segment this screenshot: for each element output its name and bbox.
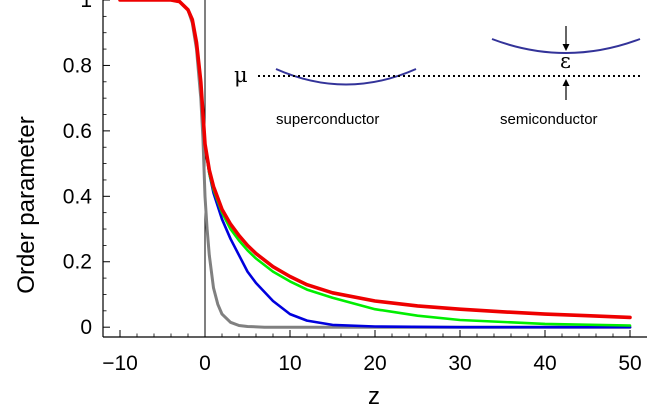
inset-diagram: μ ε superconductor semiconductor [234,26,641,128]
y-tick-label: 1 [80,0,92,12]
semiconductor-band-curve [491,38,641,54]
x-tick-label: 40 [533,352,556,375]
x-tick-label: −10 [102,352,138,375]
semiconductor-label: semiconductor [500,111,598,128]
y-axis-title: Order parameter [13,116,40,293]
y-tick-label: 0.8 [63,54,92,77]
mu-symbol: μ [234,63,248,87]
axes: −10 0 10 20 30 40 50 0 0.2 0.4 0.6 0.8 1 [63,0,647,375]
y-tick-label: 0.2 [63,251,92,274]
series-layer [118,0,632,329]
y-tick-label: 0 [80,316,92,339]
gap-arrow-down-icon [562,26,570,51]
x-tick-label: 30 [448,352,471,375]
y-tick-label: 0.6 [63,120,92,143]
epsilon-symbol: ε [560,49,571,73]
x-axis-title: z [368,383,380,410]
x-tick-label: 0 [199,352,211,375]
gap-arrow-up-icon [562,79,570,100]
y-tick-label: 0.4 [63,185,93,208]
x-tick-label: 20 [363,352,386,375]
x-tick-label: 10 [278,352,301,375]
x-tick-label: 50 [618,352,641,375]
series-line-4 [118,0,632,320]
superconductor-label: superconductor [276,111,379,128]
